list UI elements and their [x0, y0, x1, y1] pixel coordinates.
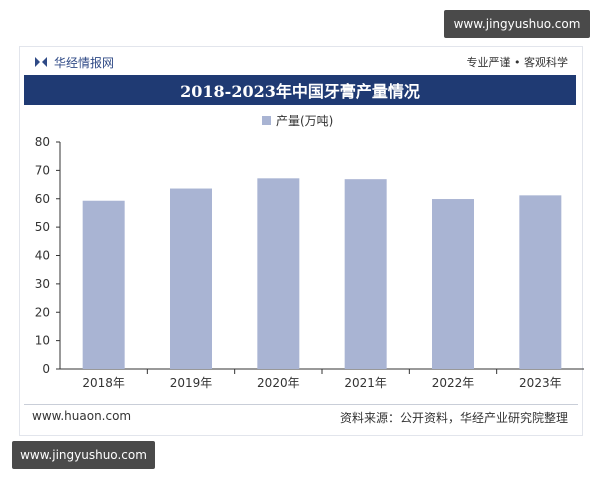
- y-tick-label: 30: [35, 277, 50, 291]
- y-tick-label: 50: [35, 220, 50, 234]
- y-tick-label: 80: [35, 135, 50, 149]
- y-tick-label: 20: [35, 305, 50, 319]
- bar: [432, 199, 474, 369]
- brand-name: 华经情报网: [54, 55, 115, 70]
- x-tick-label: 2022年: [432, 376, 475, 390]
- legend-label: 产量(万吨): [276, 114, 333, 128]
- y-tick-label: 40: [35, 249, 50, 263]
- y-tick-label: 0: [42, 362, 50, 376]
- bar: [519, 195, 562, 369]
- legend-swatch: [262, 116, 271, 125]
- bar: [344, 179, 387, 369]
- footer-divider: [24, 404, 578, 405]
- top-watermark: www.jingyushuo.com: [444, 10, 590, 38]
- x-tick-label: 2019年: [170, 376, 213, 390]
- huajing-logo-icon: [35, 57, 47, 67]
- bar: [257, 178, 300, 369]
- x-tick-label: 2023年: [519, 376, 562, 390]
- x-tick-label: 2020年: [257, 376, 300, 390]
- x-tick-label: 2021年: [344, 376, 387, 390]
- slogan: 专业严谨 • 客观科学: [466, 56, 568, 69]
- y-tick-label: 70: [35, 163, 50, 177]
- y-tick-label: 60: [35, 192, 50, 206]
- source-note: 资料来源：公开资料，华经产业研究院整理: [339, 411, 568, 425]
- bottom-watermark: www.jingyushuo.com: [12, 441, 155, 469]
- chart-title: 2018-2023年中国牙膏产量情况: [24, 75, 576, 105]
- brand: 华经情报网: [34, 52, 114, 72]
- site-url[interactable]: www.huaon.com: [32, 409, 132, 423]
- bar: [170, 188, 212, 369]
- y-tick-label: 10: [35, 334, 50, 348]
- bar: [82, 200, 125, 369]
- x-tick-label: 2018年: [82, 376, 125, 390]
